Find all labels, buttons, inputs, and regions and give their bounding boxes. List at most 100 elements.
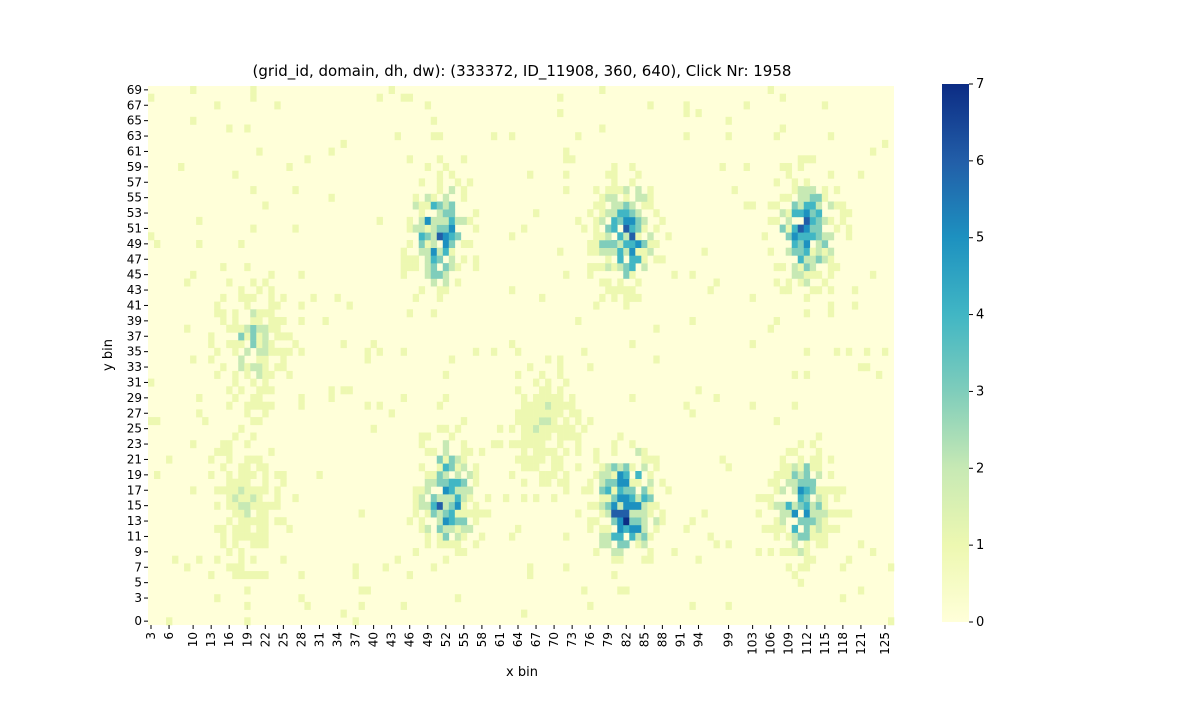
heatmap-cell (430, 563, 438, 572)
heatmap-cell (514, 524, 522, 533)
heatmap-cell (803, 278, 811, 287)
heatmap-cell (268, 324, 275, 333)
heatmap-cell (599, 478, 606, 487)
heatmap-cell (815, 501, 823, 510)
heatmap-cell (514, 440, 522, 449)
heatmap-cell (827, 270, 835, 279)
heatmap-cell (887, 617, 895, 626)
heatmap-cell (617, 478, 624, 487)
heatmap-cell (563, 155, 570, 164)
heatmap-cell (821, 494, 829, 503)
heatmap-cell (448, 201, 456, 210)
heatmap-cell (611, 209, 618, 218)
heatmap-cell (262, 378, 269, 387)
heatmap-cell (539, 386, 546, 395)
heatmap-cell (797, 163, 805, 171)
heatmap-cell (773, 532, 780, 541)
heatmap-cell (196, 216, 203, 225)
heatmap-cell (809, 524, 817, 533)
heatmap-cell (695, 555, 702, 564)
heatmap-cell (268, 286, 275, 295)
heatmap-cell (430, 201, 438, 210)
heatmap-cell (563, 486, 570, 495)
heatmap-cell (587, 478, 594, 487)
heatmap-cell (641, 201, 648, 210)
y-tick-label: 55 (127, 191, 142, 205)
heatmap-cell (803, 155, 811, 164)
heatmap-cell (803, 370, 811, 379)
heatmap-cell (232, 324, 239, 333)
heatmap-cell (226, 278, 233, 287)
heatmap-cell (785, 478, 793, 487)
heatmap-cell (803, 501, 811, 510)
heatmap-cell (226, 486, 233, 495)
heatmap-cell (647, 193, 654, 202)
heatmap-cell (617, 509, 624, 518)
heatmap-cell (172, 555, 179, 564)
heatmap-cell (527, 170, 534, 179)
heatmap-cell (442, 247, 450, 256)
heatmap-cell (238, 240, 245, 248)
heatmap-cell (460, 440, 468, 449)
heatmap-cell (226, 501, 233, 510)
heatmap-cell (226, 548, 233, 556)
heatmap-cell (815, 540, 823, 549)
heatmap-cell (412, 548, 420, 556)
heatmap-cell (250, 332, 257, 341)
heatmap-cell (815, 255, 823, 264)
heatmap-cell (809, 232, 817, 241)
heatmap-cell (262, 278, 269, 287)
heatmap-cell (797, 517, 805, 526)
heatmap-cell (545, 432, 552, 441)
heatmap-cell (557, 370, 564, 379)
heatmap-cell (647, 532, 654, 541)
heatmap-cell (430, 309, 438, 318)
heatmap-cell (827, 132, 835, 141)
heatmap-cell (761, 494, 768, 503)
heatmap-cell (226, 517, 233, 526)
heatmap-cell (262, 309, 269, 318)
heatmap-cell (785, 247, 793, 256)
heatmap-cell (797, 548, 805, 556)
heatmap-cell (767, 216, 774, 225)
heatmap-cell (635, 170, 642, 179)
heatmap-cell (533, 417, 540, 426)
heatmap-cell (238, 571, 245, 580)
heatmap-cell (557, 478, 564, 487)
heatmap-cell (508, 440, 516, 449)
x-tick-label: 79 (601, 632, 615, 647)
heatmap-cell (797, 263, 805, 272)
heatmap-cell (250, 378, 257, 387)
heatmap-cell (256, 517, 263, 526)
heatmap-cell (226, 494, 233, 503)
heatmap-cell (238, 517, 245, 526)
heatmap-cell (803, 201, 811, 210)
heatmap-cell (298, 301, 305, 310)
heatmap-cell (292, 494, 299, 503)
heatmap-cell (581, 486, 588, 495)
heatmap-cell (412, 509, 420, 518)
heatmap-cell (430, 447, 438, 456)
heatmap-cell (442, 216, 450, 225)
heatmap-cell (412, 193, 420, 202)
y-tick-label: 17 (127, 483, 142, 497)
heatmap-cell (448, 232, 456, 241)
heatmap-cell (533, 394, 540, 402)
heatmap-cell (490, 347, 498, 356)
heatmap-cell (797, 186, 805, 195)
heatmap-cell (821, 216, 829, 225)
heatmap-cell (274, 517, 281, 526)
heatmap-cell (533, 409, 540, 418)
heatmap-cell (256, 317, 263, 325)
heatmap-cell (508, 232, 516, 241)
heatmap-cell (803, 478, 811, 487)
heatmap-cell (815, 201, 823, 210)
y-tick-label: 27 (127, 406, 142, 420)
heatmap-cell (472, 347, 480, 356)
heatmap-cell (262, 332, 269, 341)
heatmap-cell (593, 216, 600, 225)
heatmap-cell (226, 324, 233, 333)
heatmap-cell (442, 270, 450, 279)
heatmap-cell (298, 394, 305, 402)
heatmap-cell (454, 471, 462, 479)
